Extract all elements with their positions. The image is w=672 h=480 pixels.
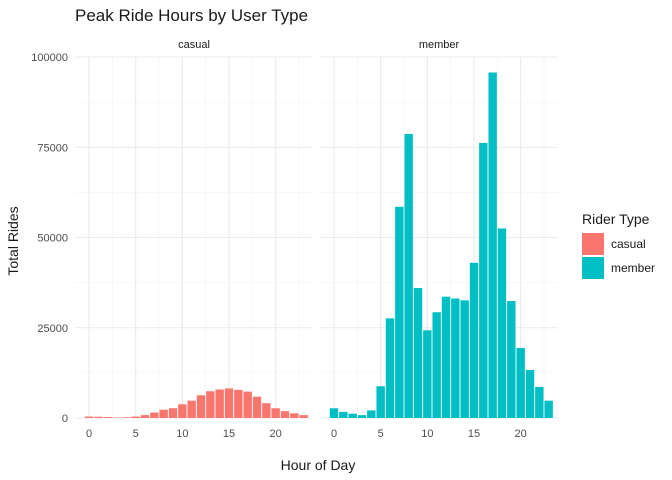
legend-title: Rider Type [582,211,650,227]
bar-member-hour-0 [329,408,339,418]
bar-casual-hour-21 [280,411,290,418]
legend-label-member: member [611,261,655,275]
x-tick-label: 5 [378,428,384,440]
chart-panels: casual 0 5 10 15 20 member 0 5 10 15 20 [75,39,558,440]
x-tick-label: 10 [421,428,433,440]
bar-casual-hour-9 [168,408,178,418]
x-tick-label: 5 [133,428,139,440]
bar-casual-hour-11 [187,400,196,418]
bar-casual-hour-16 [234,389,243,418]
x-tick-label: 20 [270,428,282,440]
bar-member-hour-20 [516,347,525,418]
bar-casual-hour-4 [122,417,131,418]
bar-casual-hour-5 [131,416,140,418]
bar-member-hour-23 [544,400,553,418]
bar-member-hour-17 [488,72,497,418]
bar-casual-hour-23 [299,415,308,418]
bar-member-hour-18 [497,228,507,418]
bar-casual-hour-7 [150,412,159,418]
bar-casual-hour-14 [215,389,224,418]
bar-member-hour-15 [469,262,479,418]
bar-member-hour-7 [395,206,404,418]
bar-member-hour-12 [441,296,451,418]
bar-casual-hour-10 [178,404,187,418]
bar-member-hour-5 [376,386,385,418]
bar-casual-hour-13 [206,391,215,418]
bar-casual-hour-17 [243,391,252,418]
y-tick-label: 25000 [37,323,68,335]
legend-label-casual: casual [611,237,646,251]
bar-casual-hour-2 [103,417,112,418]
bar-member-hour-13 [451,298,460,418]
facet-panel-casual: casual 0 5 10 15 20 [75,39,313,440]
bar-member-hour-14 [460,300,469,418]
x-tick-label: 20 [515,428,527,440]
bar-member-hour-8 [404,133,413,418]
y-tick-label: 0 [62,413,68,425]
bar-member-hour-10 [423,330,432,418]
bar-member-hour-6 [385,318,395,418]
facet-strip-label: member [419,39,460,51]
bar-casual-hour-6 [140,415,150,418]
x-axis-title: Hour of Day [281,457,356,473]
bar-member-hour-19 [507,301,516,418]
bar-casual-hour-12 [196,395,206,418]
bar-casual-hour-18 [252,396,262,418]
bar-casual-hour-15 [224,388,234,418]
bar-casual-hour-3 [112,417,122,418]
x-tick-label: 0 [86,428,92,440]
facet-strip-label: casual [178,39,210,51]
bar-member-hour-2 [348,413,357,418]
legend: Rider Type casual member [582,211,655,279]
legend-key-casual [582,233,604,255]
bar-casual-hour-19 [262,403,271,418]
chart-title: Peak Ride Hours by User Type [75,6,308,25]
bar-member-hour-3 [357,415,367,418]
bar-casual-hour-8 [159,409,168,418]
x-tick-label: 15 [223,428,235,440]
y-tick-label: 100000 [31,52,68,64]
legend-key-member [582,257,604,279]
x-tick-label: 10 [176,428,188,440]
y-tick-label: 75000 [37,142,68,154]
bar-member-hour-11 [432,312,441,418]
bar-casual-hour-20 [271,408,280,418]
x-tick-label: 15 [468,428,480,440]
y-axis-title: Total Rides [5,206,21,275]
facet-panel-member: member 0 5 10 15 20 [320,39,558,440]
bar-member-hour-9 [413,288,423,418]
bar-member-hour-1 [339,411,348,418]
bar-member-hour-4 [367,410,376,418]
bar-casual-hour-22 [290,413,299,418]
y-tick-label: 50000 [37,233,68,245]
bar-casual-hour-1 [94,416,103,418]
bar-casual-hour-0 [84,416,94,418]
x-tick-label: 0 [331,428,337,440]
bar-member-hour-22 [535,386,544,418]
bar-member-hour-16 [479,142,488,418]
bar-member-hour-21 [525,369,535,418]
